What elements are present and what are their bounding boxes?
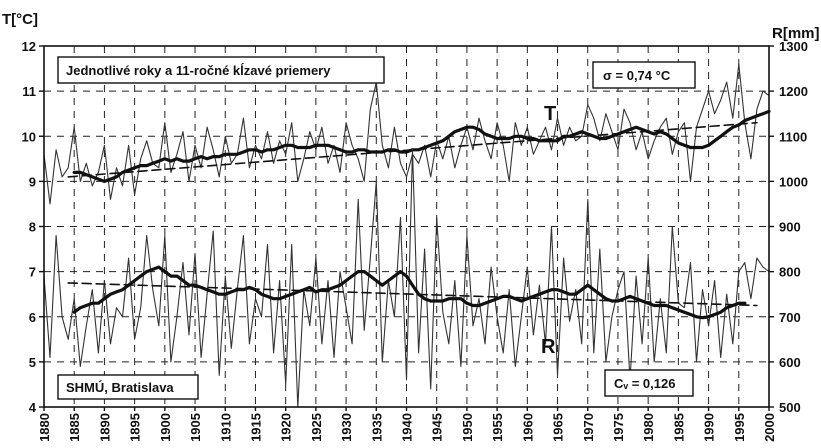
x-tick-label: 1890 bbox=[97, 413, 112, 442]
left-tick-label: 4 bbox=[29, 400, 37, 415]
source-annotation: SHMÚ, Bratislava bbox=[57, 374, 199, 400]
left-axis-ticks: 4 5 6 7 8 9 10 11 12 bbox=[22, 39, 44, 415]
t-series-label: T bbox=[544, 103, 556, 125]
x-tick-label: 1945 bbox=[430, 413, 445, 442]
series-r-trend-line bbox=[67, 282, 758, 307]
x-tick-label: 1995 bbox=[732, 413, 747, 442]
right-tick-label: 1100 bbox=[779, 129, 807, 144]
x-tick-label: 1905 bbox=[188, 413, 203, 442]
grid bbox=[44, 46, 769, 407]
right-tick-label: 900 bbox=[779, 220, 801, 235]
x-tick-label: 1990 bbox=[702, 413, 717, 442]
left-tick-label: 7 bbox=[29, 265, 36, 280]
x-tick-label: 1940 bbox=[400, 413, 415, 442]
source-box bbox=[57, 374, 199, 400]
sigma-annotation: σ = 0,74 °C bbox=[592, 61, 696, 89]
right-tick-label: 1300 bbox=[779, 39, 808, 54]
series-t-moving-average-line bbox=[72, 109, 771, 183]
series-r-moving-average-line bbox=[72, 265, 747, 320]
title-box bbox=[57, 56, 385, 84]
series-r-annual-line bbox=[43, 149, 770, 408]
sigma-text: σ = 0,74 °C bbox=[603, 68, 671, 83]
sigma-box bbox=[592, 61, 696, 89]
source-text: SHMÚ, Bratislava bbox=[66, 380, 174, 395]
x-tick-label: 1920 bbox=[279, 413, 294, 442]
cv-annotation: Cᵥ = 0,126 bbox=[604, 369, 694, 397]
x-tick-label: 1970 bbox=[581, 413, 596, 442]
series-t-annual-line bbox=[43, 63, 770, 205]
title-annotation: Jednotlivé roky a 11-ročné kĺzavé prieme… bbox=[57, 56, 385, 84]
x-tick-label: 1980 bbox=[641, 413, 656, 442]
left-tick-label: 12 bbox=[22, 39, 36, 54]
right-axis-ticks: 500 600 700 800 900 1000 1100 1200 1300 bbox=[769, 39, 808, 415]
left-tick-label: 11 bbox=[22, 84, 36, 99]
x-tick-label: 1895 bbox=[128, 413, 143, 442]
right-tick-label: 800 bbox=[779, 265, 801, 280]
right-tick-label: 1200 bbox=[779, 84, 808, 99]
left-tick-label: 10 bbox=[22, 129, 36, 144]
x-tick-label: 1885 bbox=[67, 413, 82, 442]
left-tick-label: 6 bbox=[29, 310, 36, 325]
x-tick-label: 1910 bbox=[218, 413, 233, 442]
left-tick-label: 5 bbox=[29, 355, 36, 370]
cv-text: Cᵥ = 0,126 bbox=[614, 376, 675, 391]
title-text: Jednotlivé roky a 11-ročné kĺzavé prieme… bbox=[66, 63, 331, 78]
left-axis-title: T[°C] bbox=[2, 11, 38, 28]
r-series-label: R bbox=[541, 336, 556, 358]
right-tick-label: 700 bbox=[779, 310, 801, 325]
series-lines bbox=[43, 63, 771, 408]
x-tick-label: 1960 bbox=[520, 413, 535, 442]
x-tick-label: 1900 bbox=[158, 413, 173, 442]
left-tick-label: 9 bbox=[29, 174, 36, 189]
right-tick-label: 600 bbox=[779, 355, 801, 370]
x-tick-label: 1955 bbox=[490, 413, 505, 442]
x-tick-label: 1965 bbox=[551, 413, 566, 442]
x-tick-label: 1985 bbox=[671, 413, 686, 442]
right-tick-label: 1000 bbox=[779, 174, 808, 189]
right-axis-title: R[mm] bbox=[772, 25, 820, 42]
x-tick-label: 1880 bbox=[37, 413, 52, 442]
cv-box bbox=[604, 369, 694, 397]
x-tick-label: 1915 bbox=[248, 413, 263, 442]
right-tick-label: 500 bbox=[779, 400, 801, 415]
x-tick-label: 1975 bbox=[611, 413, 626, 442]
x-tick-label: 1925 bbox=[309, 413, 324, 442]
x-axis-ticks: 1880 1885 1890 1895 1900 1905 1910 1915 1920 1925… bbox=[37, 407, 777, 442]
x-tick-label: 1950 bbox=[460, 413, 475, 442]
x-tick-label: 1930 bbox=[339, 413, 354, 442]
x-tick-label: 2000 bbox=[762, 413, 777, 442]
x-tick-label: 1935 bbox=[369, 413, 384, 442]
left-tick-label: 8 bbox=[29, 220, 36, 235]
